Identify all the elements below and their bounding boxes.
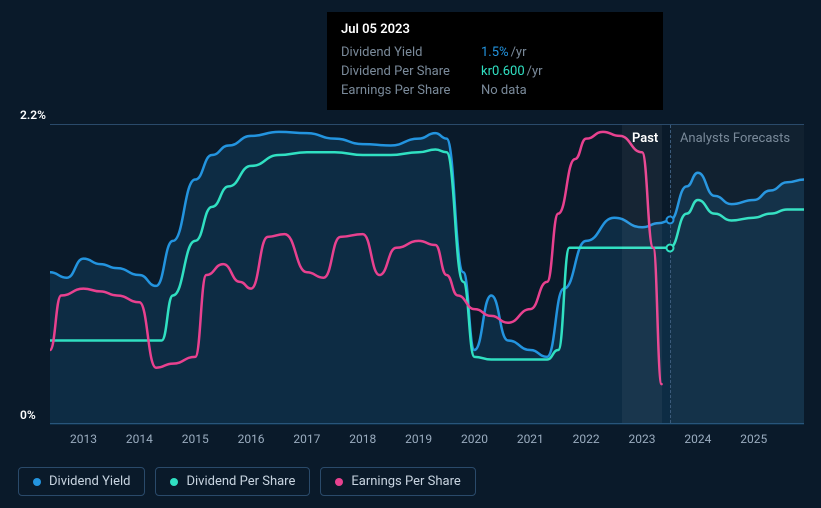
chart-tooltip: Jul 05 2023 Dividend Yield1.5% /yrDivide… <box>327 12 663 110</box>
y-axis-min: 0% <box>20 408 36 422</box>
forecast-label: Analysts Forecasts <box>680 131 790 146</box>
legend-dot-icon <box>170 478 178 486</box>
chart-legend: Dividend Yield Dividend Per Share Earnin… <box>18 467 476 496</box>
series-marker <box>665 216 674 225</box>
legend-label: Earnings Per Share <box>351 474 460 489</box>
tooltip-row-label: Earnings Per Share <box>341 83 481 98</box>
x-axis-tick: 2018 <box>349 432 376 446</box>
x-axis-tick: 2023 <box>629 432 656 446</box>
tooltip-row: Dividend Per Sharekr0.600 /yr <box>341 62 649 81</box>
x-axis-tick: 2025 <box>740 432 767 446</box>
x-axis-tick: 2014 <box>126 432 153 446</box>
forecast-region <box>670 125 804 423</box>
legend-dot-icon <box>33 478 41 486</box>
x-axis-tick: 2022 <box>573 432 600 446</box>
legend-earnings-per-share[interactable]: Earnings Per Share <box>320 467 475 496</box>
legend-label: Dividend Per Share <box>186 474 295 489</box>
tooltip-row-value: 1.5% <box>481 45 509 60</box>
tooltip-row-label: Dividend Yield <box>341 45 481 60</box>
past-label: Past <box>632 131 658 146</box>
tooltip-row-unit: /yr <box>511 45 527 60</box>
x-axis-tick: 2017 <box>293 432 320 446</box>
hover-indicator <box>622 125 661 423</box>
dividend-chart[interactable]: 2.2% 0% Past Analysts Forecasts 2013 2014… <box>0 100 821 460</box>
x-axis-tick: 2021 <box>517 432 544 446</box>
x-axis-tick: 2024 <box>684 432 711 446</box>
x-axis-tick: 2020 <box>461 432 488 446</box>
x-axis-labels: 2013 2014 2015 2016 2017 2018 2019 2020 2021 2022… <box>50 432 804 452</box>
x-axis-tick: 2019 <box>405 432 432 446</box>
tooltip-date: Jul 05 2023 <box>341 22 649 37</box>
plot-area[interactable]: Past Analysts Forecasts <box>50 124 804 424</box>
legend-dividend-per-share[interactable]: Dividend Per Share <box>155 467 310 496</box>
tooltip-row: Dividend Yield1.5% /yr <box>341 43 649 62</box>
tooltip-row-label: Dividend Per Share <box>341 64 481 79</box>
x-axis-tick: 2016 <box>238 432 265 446</box>
series-marker <box>665 243 674 252</box>
y-axis-max: 2.2% <box>20 108 46 122</box>
legend-dot-icon <box>335 478 343 486</box>
tooltip-row: Earnings Per ShareNo data <box>341 81 649 100</box>
x-axis-tick: 2015 <box>182 432 209 446</box>
x-axis-tick: 2013 <box>70 432 97 446</box>
legend-label: Dividend Yield <box>49 474 130 489</box>
legend-dividend-yield[interactable]: Dividend Yield <box>18 467 145 496</box>
tooltip-row-unit: /yr <box>527 64 543 79</box>
tooltip-row-value: No data <box>481 83 527 98</box>
tooltip-row-value: kr0.600 <box>481 64 525 79</box>
